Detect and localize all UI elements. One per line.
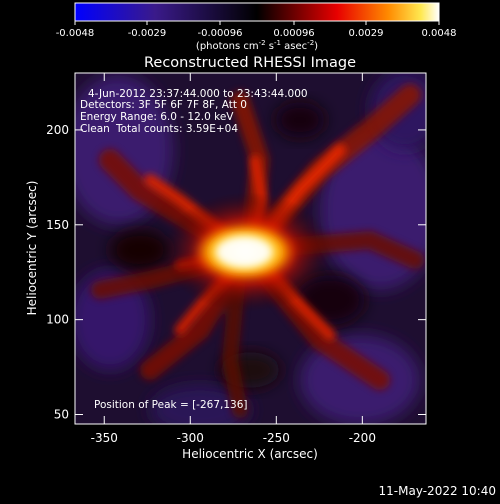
footer-timestamp: 11-May-2022 10:40 [379,484,496,498]
colorbar-tick-label: 0.00096 [273,28,314,39]
x-tick-label: -350 [91,431,118,445]
chart-title: Reconstructed RHESSI Image [144,55,356,71]
colorbar-ticks: -0.0048 -0.0029 -0.00096 0.00096 0.0029 0.004… [56,21,457,39]
colorbar-tick-label: -0.00096 [198,28,243,39]
y-tick-label: 50 [54,408,69,422]
heatmap-image [75,73,426,424]
colorbar-unit-label: (photons cm-2 s-1 asec-2) [196,39,318,52]
info-line-clean: Clean [80,123,110,135]
plot-frame [74,72,427,425]
colorbar-tick-label: -0.0029 [128,28,167,39]
y-tick-label: 200 [46,123,69,137]
y-axis-label: Heliocentric Y (arcsec) [25,181,39,316]
colorbar: -0.0048 -0.0029 -0.00096 0.00096 0.0029 0.004… [56,2,457,52]
colorbar-gradient [74,2,440,22]
info-block: 4-Jun-2012 23:37:44.000 to 23:43:44.000 … [80,88,308,135]
x-axis: -350 -300 -250 -200 [91,73,376,445]
y-axis: 50 100 150 200 [46,123,426,422]
info-line-time: 4-Jun-2012 23:37:44.000 to 23:43:44.000 [88,88,308,100]
colorbar-tick-label: -0.0048 [56,28,95,39]
colorbar-tick-label: 0.0048 [422,28,457,39]
x-tick-label: -250 [263,431,290,445]
info-line-energy: Energy Range: 6.0 - 12.0 keV [80,111,234,123]
colorbar-tick-label: 0.0029 [349,28,384,39]
x-tick-label: -300 [177,431,204,445]
x-tick-label: -200 [349,431,376,445]
info-line-total-counts: Total counts: 3.59E+04 [115,123,238,135]
info-line-detectors: Detectors: 3F 5F 6F 7F 8F, Att 0 [80,99,247,111]
x-axis-label: Heliocentric X (arcsec) [182,447,318,461]
y-tick-label: 150 [46,218,69,232]
peak-position-label: Position of Peak = [-267,136] [94,399,248,411]
y-tick-label: 100 [46,313,69,327]
